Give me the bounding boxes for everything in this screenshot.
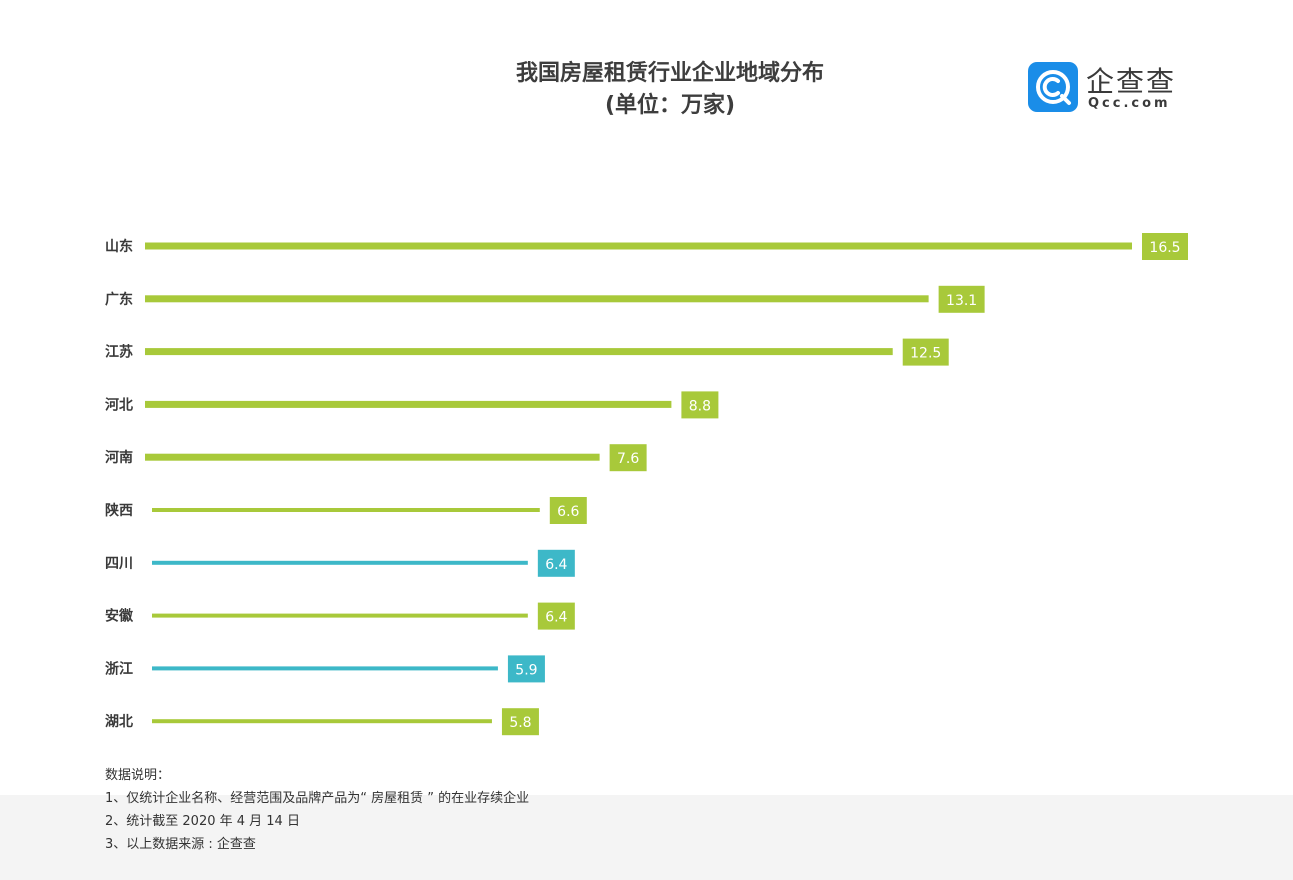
bar: [152, 560, 528, 565]
bar: [145, 295, 929, 303]
qcc-logo-icon: [1028, 62, 1078, 112]
chart-title: 我国房屋租赁行业企业地域分布: [515, 61, 824, 86]
bar: [152, 613, 528, 618]
category-label: 安徽: [105, 608, 134, 625]
value-label: 16.5: [1149, 240, 1180, 256]
bar: [145, 348, 893, 356]
notes-heading: 数据说明：: [105, 768, 171, 783]
category-label: 河南: [105, 449, 133, 466]
bar: [145, 242, 1132, 250]
notes-line-1: 1、仅统计企业名称、经营范围及品牌产品为“ 房屋租赁 ” 的在业存续企业: [105, 791, 530, 806]
value-label: 7.6: [617, 451, 639, 467]
value-label: 6.4: [545, 610, 567, 626]
bar: [145, 400, 672, 408]
chart-subtitle: (单位：万家): [604, 93, 736, 118]
bar-chart: 山东 16.5 广东 13.1 江苏 12.5 河北 8.8 河南 7.6 陕西 6.6 四川 6.4 安徽…: [105, 233, 1188, 736]
bar: [145, 453, 600, 461]
qcc-logo: 企查查 Qcc.com: [1028, 62, 1188, 118]
value-label-box: [549, 497, 587, 524]
category-label: 山东: [105, 238, 133, 255]
logo-english-text: Qcc.com: [1088, 96, 1171, 111]
category-label: 湖北: [105, 714, 133, 730]
value-label: 5.8: [509, 715, 531, 731]
data-notes: 数据说明： 1、仅统计企业名称、经营范围及品牌产品为“ 房屋租赁 ” 的在业存续…: [105, 764, 529, 856]
bar: [152, 508, 540, 512]
bar: [152, 666, 498, 671]
chart-header: 我国房屋租赁行业企业地域分布 (单位：万家): [420, 58, 920, 122]
value-label: 12.5: [910, 346, 941, 362]
category-label: 陕西: [105, 502, 133, 519]
value-label-box: [938, 285, 985, 313]
category-label: 四川: [105, 556, 133, 572]
value-label: 8.8: [689, 398, 711, 414]
notes-line-2: 2、统计截至 2020 年 4 月 14 日: [105, 814, 300, 829]
notes-line-3: 3、以上数据来源 : 企查查: [105, 837, 256, 852]
category-label: 浙江: [105, 660, 133, 677]
value-label-box: [501, 708, 539, 736]
value-label-box: [507, 655, 545, 683]
value-label-box: [1142, 233, 1188, 260]
value-label: 6.6: [557, 504, 579, 520]
category-label: 广东: [105, 291, 133, 308]
value-label-box: [609, 444, 647, 472]
value-label-box: [537, 602, 575, 630]
footer-background: [0, 795, 1293, 880]
logo-chinese-text: 企查查: [1086, 65, 1177, 98]
value-label-box: [681, 391, 719, 419]
value-label-box: [902, 338, 949, 366]
category-label: 河北: [105, 396, 133, 413]
value-label: 5.9: [515, 662, 537, 678]
value-label: 6.4: [545, 557, 567, 573]
category-label: 江苏: [105, 344, 133, 361]
bar: [152, 719, 492, 724]
value-label: 13.1: [946, 293, 977, 309]
value-label-box: [537, 549, 575, 577]
